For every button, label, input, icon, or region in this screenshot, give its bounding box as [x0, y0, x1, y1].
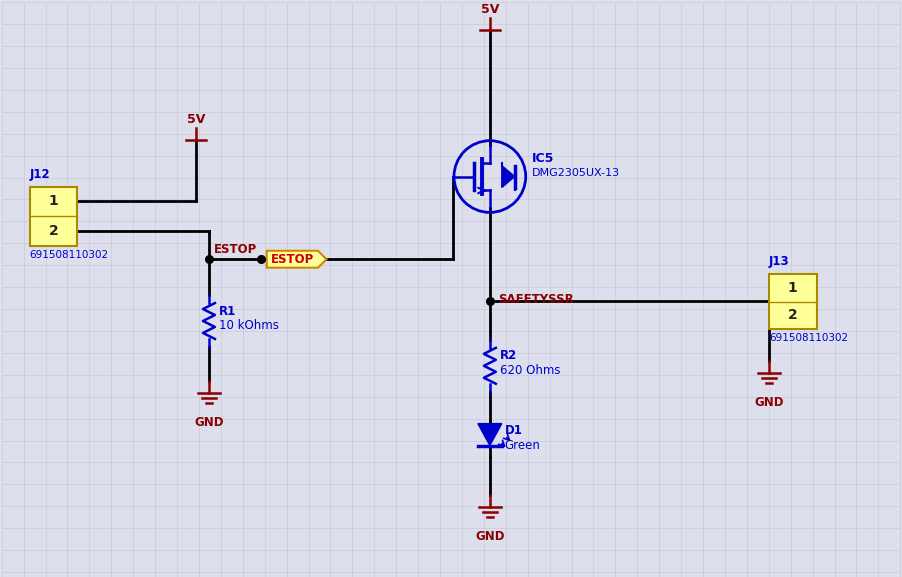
Text: IC5: IC5: [531, 152, 554, 165]
Text: 10 kOhms: 10 kOhms: [218, 320, 279, 332]
Text: DMG2305UX-13: DMG2305UX-13: [531, 167, 619, 178]
Text: SAFETYSSR: SAFETYSSR: [497, 293, 573, 306]
Text: J12: J12: [30, 167, 51, 181]
FancyBboxPatch shape: [768, 274, 815, 329]
Text: GND: GND: [194, 415, 224, 429]
Text: ESTOP: ESTOP: [271, 253, 314, 266]
Text: 5V: 5V: [187, 113, 205, 126]
Text: R1: R1: [218, 305, 236, 317]
Polygon shape: [477, 424, 502, 445]
Text: 1: 1: [49, 194, 59, 208]
Text: 691508110302: 691508110302: [30, 250, 108, 260]
Polygon shape: [502, 166, 514, 188]
Text: ESTOP: ESTOP: [214, 243, 257, 256]
Text: 5V: 5V: [480, 3, 499, 16]
Text: 620 Ohms: 620 Ohms: [500, 364, 560, 377]
Text: R2: R2: [500, 349, 517, 362]
Text: 691508110302: 691508110302: [768, 333, 847, 343]
Text: GND: GND: [474, 530, 504, 543]
Text: Green: Green: [504, 439, 540, 452]
Text: D1: D1: [504, 424, 522, 437]
Text: 2: 2: [49, 224, 59, 238]
Text: GND: GND: [753, 396, 783, 409]
FancyBboxPatch shape: [30, 186, 78, 246]
Text: 1: 1: [787, 281, 796, 295]
Text: J13: J13: [768, 255, 788, 268]
Text: 2: 2: [787, 308, 796, 323]
Polygon shape: [266, 251, 327, 268]
